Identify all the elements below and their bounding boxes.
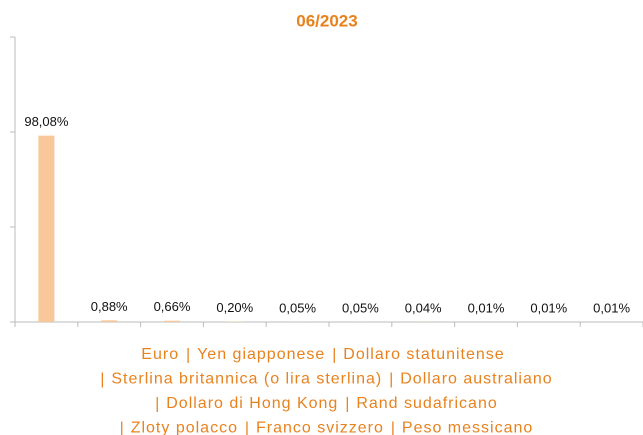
category-label: Yen giapponese [197,346,325,363]
bar [101,320,118,322]
value-label: 0,05% [279,300,316,315]
bar [38,135,55,322]
bar [164,320,180,322]
value-label: 0,01% [530,300,567,315]
value-label: 0,20% [216,300,253,315]
category-label: Dollaro statunitense [343,346,504,363]
category-label: Dollaro australiano [400,371,552,388]
value-label: 0,05% [342,300,379,315]
value-label: 0,88% [91,299,128,314]
category-label: Peso messicano [402,420,533,435]
category-label: Franco svizzero [256,420,384,435]
value-label: 98,08% [24,114,69,129]
chart-title: 06/2023 [296,11,357,30]
value-label: 0,01% [593,300,630,315]
value-label: 0,66% [154,299,191,314]
category-label: Dollaro di Hong Kong [166,395,338,412]
category-label: Zloty polacco [131,420,238,435]
category-label: Euro [141,346,179,363]
category-label: Sterlina britannica (o lira sterlina) [111,371,382,388]
category-label: Rand sudafricano [356,395,497,412]
value-label: 0,04% [405,300,442,315]
value-label: 0,01% [468,300,505,315]
